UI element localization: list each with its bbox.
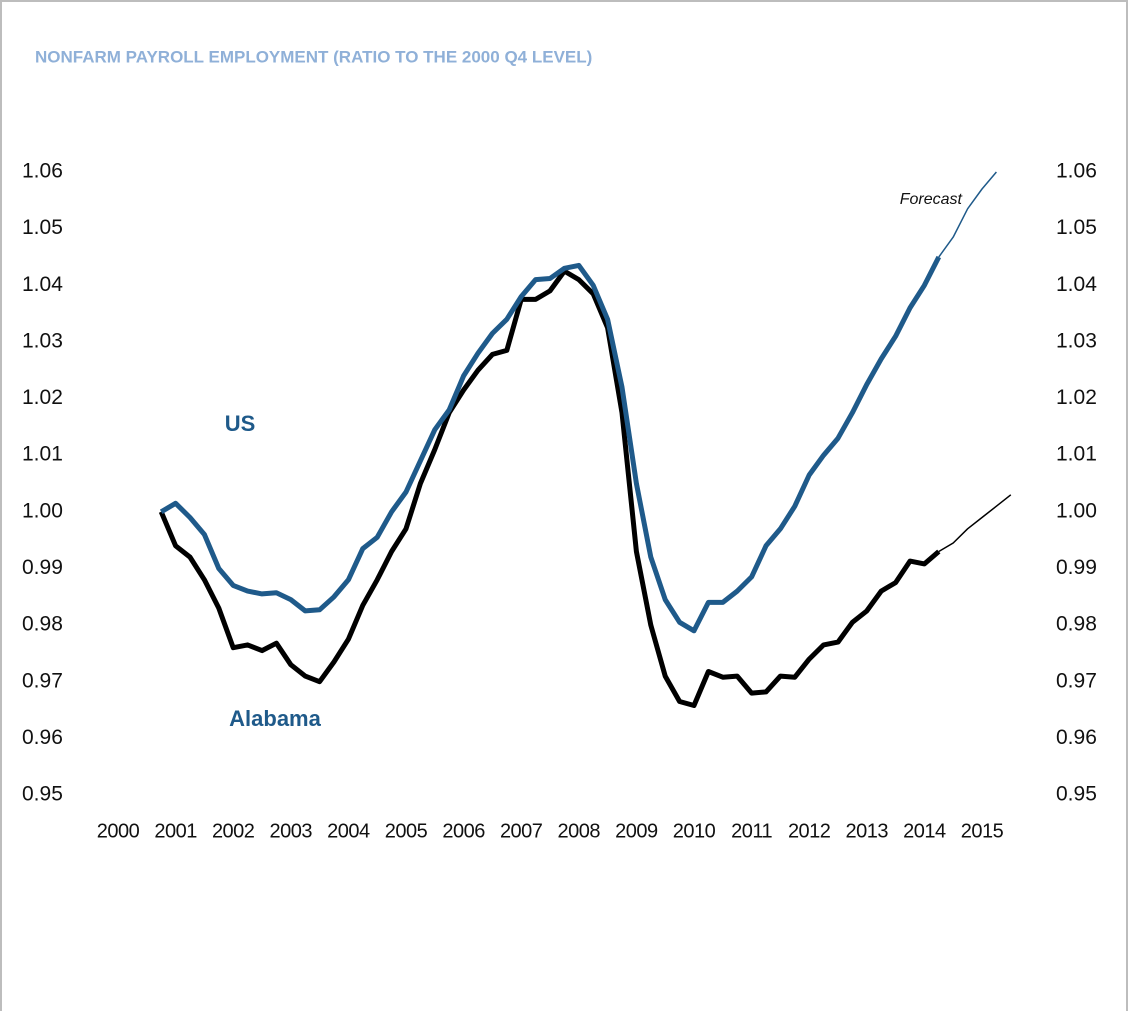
y2-tick-label: 0.96 [1056,726,1097,749]
y-tick-label: 1.06 [22,160,63,183]
y-tick-label: 1.04 [22,273,63,296]
series-line [159,255,942,634]
y2-tick-label: 1.05 [1056,216,1097,239]
y-tick-label: 0.96 [22,726,63,749]
series-label: Alabama [229,706,321,731]
y2-tick-label: 1.03 [1056,329,1097,352]
y2-tick-label: 0.98 [1056,613,1097,636]
x-tick-label: 2010 [673,820,716,842]
x-tick-label: 2003 [270,820,313,842]
y2-tick-label: 0.99 [1056,556,1097,579]
x-tick-label: 2005 [385,820,428,842]
y-tick-label: 1.03 [22,329,63,352]
y-tick-label: 1.05 [22,216,63,239]
y-tick-label: 1.00 [22,499,63,522]
y-tick-label: 0.98 [22,613,63,636]
forecast-line [938,494,1012,553]
x-tick-label: 2011 [731,820,772,842]
x-tick-label: 2000 [97,820,140,842]
chart-title: NONFARM PAYROLL EMPLOYMENT (RATIO TO THE… [35,47,592,66]
x-tick-label: 2014 [903,820,946,842]
y2-tick-label: 1.04 [1056,273,1097,296]
y2-tick-label: 1.06 [1056,160,1097,183]
y2-tick-label: 1.01 [1056,443,1097,466]
x-tick-label: 2009 [615,820,658,842]
series-line [158,268,941,708]
x-tick-label: 2002 [212,820,255,842]
y-tick-label: 0.99 [22,556,63,579]
y-tick-label: 0.95 [22,783,63,806]
x-tick-label: 2004 [327,820,370,842]
x-tick-label: 2013 [846,820,889,842]
y-tick-label: 1.02 [22,386,63,409]
y-tick-label: 1.01 [22,443,63,466]
x-tick-label: 2001 [154,820,197,842]
x-tick-label: 2012 [788,820,831,842]
x-tick-label: 2008 [558,820,601,842]
y2-tick-label: 1.02 [1056,386,1097,409]
annotation: Forecast [900,191,963,208]
y2-tick-label: 1.00 [1056,499,1097,522]
x-tick-label: 2006 [442,820,485,842]
forecast-line [938,171,997,258]
x-tick-label: 2007 [500,820,543,842]
y2-tick-label: 0.97 [1056,669,1097,692]
y-tick-label: 0.97 [22,669,63,692]
series-label: US [225,411,256,436]
y2-tick-label: 0.95 [1056,783,1097,806]
x-tick-label: 2015 [961,820,1004,842]
